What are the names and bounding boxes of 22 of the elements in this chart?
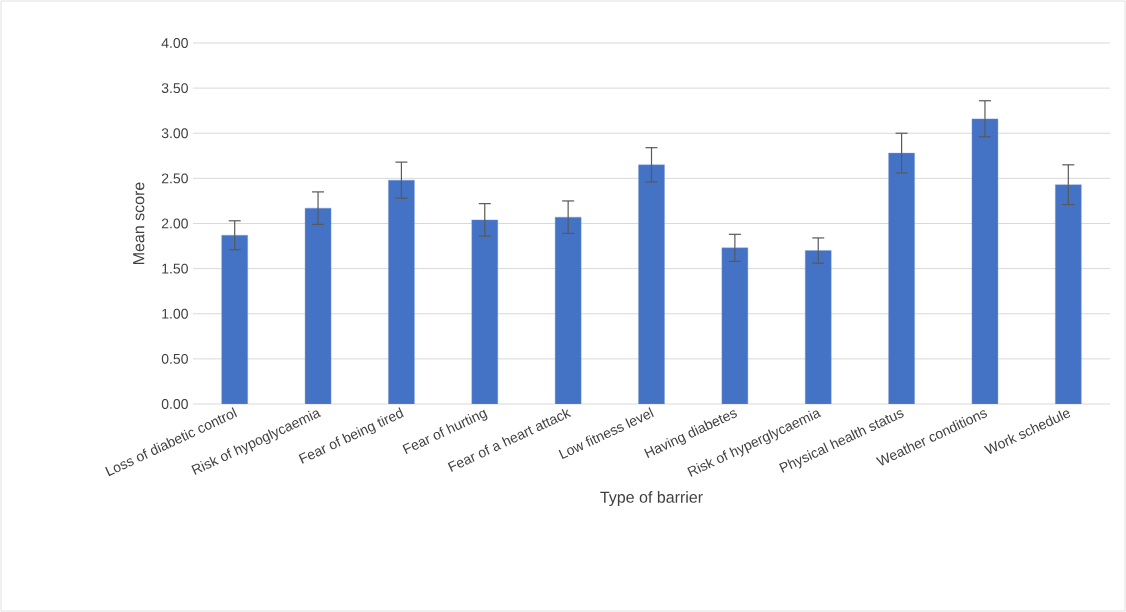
bar: [888, 152, 915, 404]
x-axis-title: Type of barrier: [600, 491, 703, 507]
y-tick-label: 2.50: [161, 173, 188, 184]
y-tick-label: 3.00: [161, 128, 188, 139]
bar: [721, 247, 749, 404]
y-tick-label: 0.00: [161, 399, 188, 409]
bar: [388, 179, 415, 404]
bar: [805, 250, 832, 404]
bar: [221, 235, 248, 404]
bar: [554, 216, 582, 404]
bar: [971, 118, 999, 404]
y-axis-title: Mean score: [133, 182, 145, 264]
bar: [304, 207, 332, 404]
y-tick-label: 1.00: [162, 308, 188, 319]
y-tick-label: 3.50: [161, 83, 188, 94]
y-tick-label: 4.00: [161, 38, 188, 48]
y-tick-label: 0.50: [161, 353, 188, 364]
bar: [638, 164, 665, 404]
bar: [1055, 184, 1082, 404]
y-tick-label: 2.00: [161, 218, 188, 229]
y-tick-label: 1.50: [162, 263, 188, 274]
bar: [471, 219, 498, 404]
